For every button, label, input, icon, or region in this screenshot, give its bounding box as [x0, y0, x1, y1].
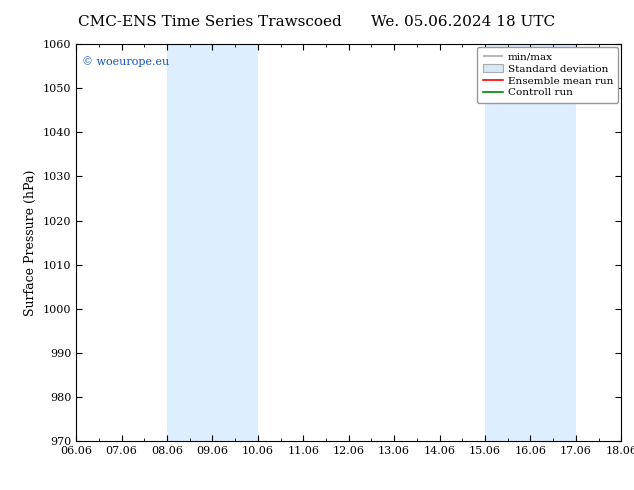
- Y-axis label: Surface Pressure (hPa): Surface Pressure (hPa): [24, 170, 37, 316]
- Bar: [167, 44, 258, 441]
- Bar: [485, 44, 576, 441]
- Text: CMC-ENS Time Series Trawscoed      We. 05.06.2024 18 UTC: CMC-ENS Time Series Trawscoed We. 05.06.…: [79, 15, 555, 29]
- Text: © woeurope.eu: © woeurope.eu: [82, 56, 169, 67]
- Legend: min/max, Standard deviation, Ensemble mean run, Controll run: min/max, Standard deviation, Ensemble me…: [477, 47, 618, 102]
